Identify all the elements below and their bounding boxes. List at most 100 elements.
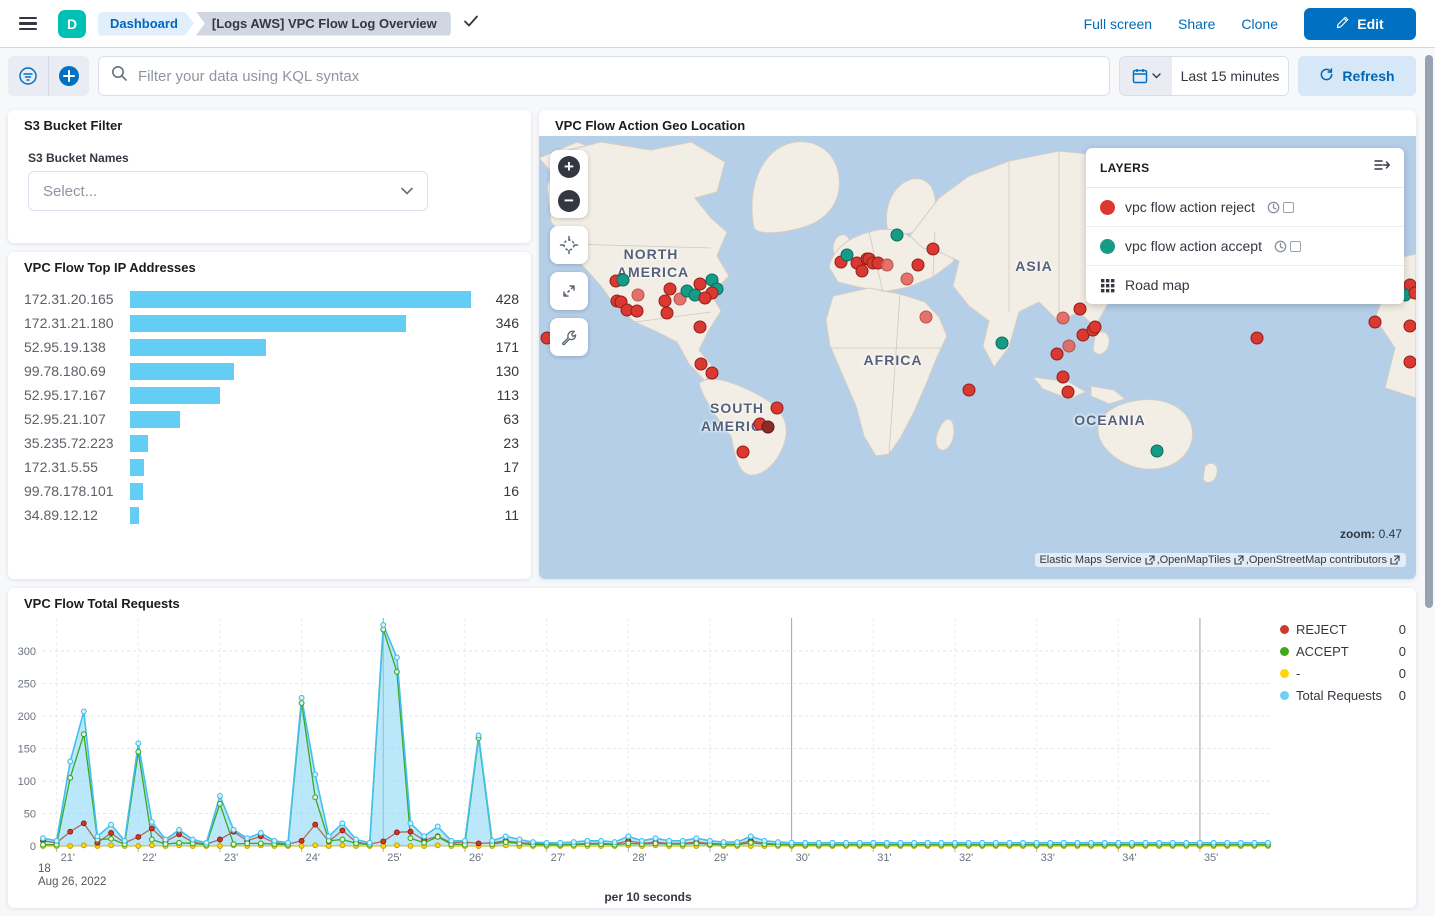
ip-bar[interactable] (130, 506, 139, 524)
kql-search (98, 56, 1110, 96)
geo-point-reject (736, 445, 750, 459)
svg-text:27': 27' (551, 852, 565, 864)
ip-count-value: 11 (504, 507, 519, 523)
kql-search-input[interactable] (138, 67, 1097, 85)
geo-point-reject (1408, 286, 1416, 300)
ip-bar[interactable] (130, 434, 149, 452)
geo-point-reject (631, 288, 645, 302)
avatar[interactable]: D (58, 9, 86, 38)
collapse-layers-icon[interactable] (1374, 158, 1390, 177)
full-screen-button[interactable]: Full screen (1083, 15, 1153, 32)
panel-s3-bucket-filter: S3 Bucket Filter S3 Bucket Names Select.… (8, 110, 531, 243)
legend-value: 0 (1398, 622, 1406, 637)
saved-check-icon (463, 13, 479, 34)
ip-count-value: 346 (495, 315, 519, 331)
layer-color-dot (1100, 199, 1115, 215)
chart-svg: 21' 22' 23' 24' 25' 26' 27' 28' 29' 30' 31' 32' 33' 3… (18, 618, 1271, 888)
external-link-icon (1145, 555, 1155, 565)
ip-bar-track (130, 458, 471, 476)
refresh-button[interactable]: Refresh (1298, 56, 1416, 96)
road-map-grid-icon (1101, 278, 1115, 292)
geo-point-reject (919, 310, 933, 324)
world-map[interactable]: NORTH AMERICA SOUTH AMERICA AFRICA ASIA OCEANI… (539, 136, 1416, 579)
ip-bar-track (130, 434, 471, 452)
breadcrumb-dashboard[interactable]: Dashboard (98, 12, 194, 36)
ip-row: 34.89.12.12 11 (24, 503, 519, 527)
layer-checkbox[interactable] (1282, 201, 1294, 213)
layer-rows: vpc flow action reject vpc flow action ac… (1086, 188, 1404, 304)
map-set-view-icon[interactable] (550, 226, 588, 264)
ip-bar[interactable] (130, 338, 267, 356)
layer-checkbox[interactable] (1289, 240, 1301, 252)
geo-point-reject (1368, 315, 1382, 329)
x-axis-title: per 10 seconds (604, 890, 692, 904)
legend-label: ACCEPT (1296, 644, 1349, 659)
legend-item[interactable]: REJECT 0 (1280, 622, 1406, 637)
ip-row: 52.95.21.107 63 (24, 407, 519, 431)
ip-bar-track (130, 482, 471, 500)
geo-point-reject (693, 320, 707, 334)
edit-button[interactable]: Edit (1304, 7, 1416, 40)
svg-text:24': 24' (306, 852, 320, 864)
clone-button[interactable]: Clone (1241, 15, 1278, 32)
legend-item[interactable]: Total Requests 0 (1280, 688, 1406, 703)
ip-bar[interactable] (130, 410, 181, 428)
saved-query-icon[interactable] (8, 56, 48, 96)
geo-point-reject (630, 304, 644, 318)
svg-text:23': 23' (224, 852, 238, 864)
svg-text:22': 22' (142, 852, 156, 864)
svg-text:Aug 26, 2022: Aug 26, 2022 (38, 876, 106, 888)
attribution-link[interactable]: OpenStreetMap contributors (1248, 554, 1387, 566)
breadcrumb-current-page[interactable]: [Logs AWS] VPC Flow Log Overview (195, 11, 451, 36)
ip-bar[interactable] (130, 290, 471, 308)
add-filter-button[interactable] (49, 56, 89, 96)
calendar-dropdown-button[interactable] (1120, 57, 1172, 95)
layer-label: vpc flow action accept (1125, 238, 1262, 254)
layer-row[interactable]: vpc flow action reject (1086, 188, 1404, 227)
legend-color-dot (1280, 691, 1289, 700)
s3-bucket-select[interactable]: Select... (28, 171, 428, 211)
layer-row[interactable]: vpc flow action accept (1086, 227, 1404, 266)
vertical-scrollbar[interactable] (1425, 55, 1433, 608)
map-tools-wrench-icon[interactable] (550, 318, 588, 356)
layer-row[interactable]: Road map (1086, 266, 1404, 304)
geo-point-accept (1150, 444, 1164, 458)
menu-hamburger-icon[interactable] (8, 4, 48, 44)
svg-text:31': 31' (877, 852, 891, 864)
clock-icon (1274, 240, 1287, 252)
svg-text:26': 26' (469, 852, 483, 864)
share-button[interactable]: Share (1178, 15, 1216, 32)
chart-legend: REJECT 0 ACCEPT 0-0 Total Requests 0 (1280, 622, 1406, 703)
external-link-icon (1234, 555, 1244, 565)
legend-label: - (1296, 666, 1301, 681)
legend-label: Total Requests (1296, 688, 1382, 703)
svg-text:30': 30' (796, 852, 810, 864)
ip-address-label: 52.95.21.107 (24, 411, 106, 427)
attribution-link[interactable]: Elastic Maps Service (1039, 554, 1142, 566)
geo-point-reject (761, 420, 775, 434)
legend-item[interactable]: ACCEPT 0 (1280, 644, 1406, 659)
ip-bar[interactable] (130, 362, 234, 380)
time-range-button[interactable]: Last 15 minutes (1172, 57, 1288, 95)
map-zoom-level: zoom: 0.47 (1339, 527, 1402, 541)
geo-point-reject (770, 401, 784, 415)
map-zoom-out-button[interactable]: − (550, 184, 588, 218)
ip-bar[interactable] (130, 386, 221, 404)
svg-text:250: 250 (18, 679, 36, 691)
attribution-link[interactable]: OpenMapTiles (1159, 554, 1231, 566)
layer-color-dot (1100, 238, 1115, 254)
clock-icon (1267, 201, 1280, 213)
panel-title: VPC Flow Action Geo Location (555, 118, 746, 133)
ip-bar[interactable] (130, 314, 406, 332)
map-zoom-in-button[interactable]: + (550, 150, 588, 184)
geo-point-reject (1050, 347, 1064, 361)
geo-point-reject (694, 357, 708, 371)
geo-point-accept (616, 273, 630, 287)
search-icon (111, 65, 128, 87)
ip-bar[interactable] (130, 458, 144, 476)
legend-item[interactable]: -0 (1280, 666, 1406, 681)
map-draw-tool-icon[interactable] (550, 272, 588, 310)
ip-bar[interactable] (130, 482, 143, 500)
query-bar: Last 15 minutes Refresh (8, 56, 1416, 96)
svg-text:100: 100 (18, 776, 36, 788)
